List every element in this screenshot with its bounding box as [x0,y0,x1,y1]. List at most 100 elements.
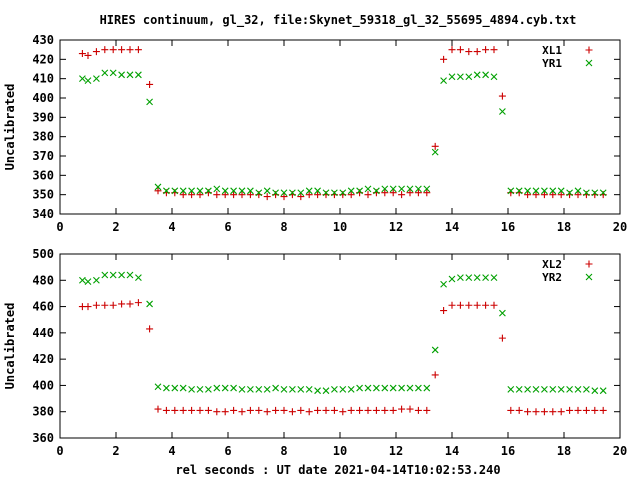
data-point [566,385,573,393]
data-point [322,387,330,395]
data-point [583,385,590,393]
data-point [246,191,254,199]
series-xl2 [78,299,607,416]
data-point [499,309,506,317]
data-point [423,406,431,414]
data-point [154,405,162,413]
data-point [541,385,548,393]
data-point [213,384,221,392]
data-point [549,187,557,195]
data-point [263,193,271,201]
data-point [557,187,565,195]
legend-label: YR2 [542,271,562,284]
data-point [135,274,142,282]
data-point [213,185,221,193]
x-tick-label: 14 [445,444,459,458]
data-point [179,187,187,195]
data-point [364,185,372,193]
data-point [398,405,406,413]
data-point [507,385,515,393]
data-point [188,406,196,414]
data-point [146,80,154,88]
data-point [331,385,338,393]
data-point [431,142,439,150]
data-point [305,187,313,195]
data-point [574,406,582,414]
x-tick-label: 20 [613,444,627,458]
data-point [101,46,109,54]
data-point [557,408,565,416]
y-tick-label: 430 [32,33,54,47]
data-point [314,406,322,414]
data-point [305,385,313,393]
data-point [398,191,406,199]
data-point [171,384,179,392]
y-tick-label: 460 [32,300,54,314]
x-tick-label: 18 [557,444,571,458]
data-point [84,303,92,311]
data-point [126,46,134,54]
data-point [549,408,557,416]
data-point [305,408,313,416]
x-tick-label: 16 [501,220,515,234]
y-tick-label: 390 [32,110,54,124]
legend-marker [585,59,593,67]
x-tick-label: 10 [333,444,347,458]
data-point [456,301,464,309]
data-point [263,408,271,416]
data-point [473,48,481,56]
data-point [101,69,109,77]
series-yr1 [79,69,607,197]
y-tick-label: 350 [32,188,54,202]
data-point [238,408,246,416]
data-point [389,406,397,414]
data-point [347,191,355,199]
data-point [582,406,590,414]
legend-marker [585,260,593,268]
legend-marker [585,46,593,54]
data-point [101,301,109,309]
data-point [532,408,540,416]
data-point [272,189,279,197]
data-point [230,191,238,199]
data-point [372,406,380,414]
data-point [255,189,263,197]
data-point [490,301,498,309]
y-tick-label: 410 [32,72,54,86]
x-tick-label: 6 [224,444,231,458]
data-point [532,187,540,195]
data-point [599,189,607,197]
data-point [566,189,573,197]
data-point [297,189,305,197]
x-tick-label: 0 [56,220,63,234]
data-point [213,191,221,199]
y-tick-label: 380 [32,405,54,419]
data-point [356,187,363,195]
data-point [574,385,582,393]
data-point [272,384,279,392]
data-point [431,346,439,354]
series-yr2 [79,271,607,395]
data-point [389,185,397,193]
data-point [314,191,322,199]
data-point [280,189,288,197]
x-tick-label: 6 [224,220,231,234]
data-point [364,406,372,414]
data-point [431,371,439,379]
data-point [541,187,548,195]
data-point [109,69,117,77]
x-tick-label: 4 [168,444,175,458]
data-point [109,301,117,309]
data-point [322,406,330,414]
data-point [93,75,100,83]
data-point [221,408,229,416]
data-point [297,406,305,414]
data-point [78,50,86,58]
data-point [126,71,134,79]
data-point [171,406,179,414]
data-point [599,387,607,395]
data-point [524,385,531,393]
data-point [118,71,125,79]
data-point [221,384,229,392]
y-tick-label: 420 [32,52,54,66]
